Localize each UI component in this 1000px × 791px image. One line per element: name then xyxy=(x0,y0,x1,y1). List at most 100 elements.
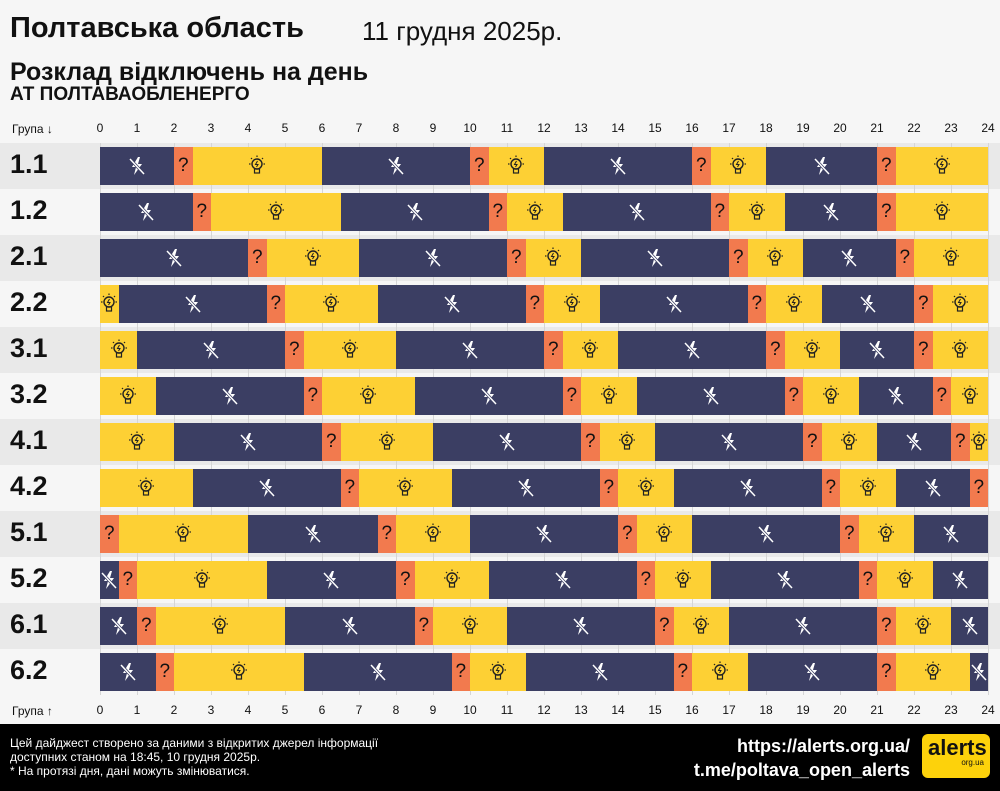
power-on-segment xyxy=(840,469,896,507)
uncertain-segment: ? xyxy=(285,331,304,369)
outage-segment xyxy=(525,653,674,691)
uncertain-segment: ? xyxy=(784,377,803,415)
uncertain-segment: ? xyxy=(507,239,526,277)
outage-segment xyxy=(488,561,637,599)
group-row: 3.2 xyxy=(0,373,1000,419)
outage-segment xyxy=(581,239,729,277)
group-name: 6.2 xyxy=(10,655,48,685)
power-on-segment xyxy=(932,331,988,369)
light-bulb-icon xyxy=(99,293,119,315)
uncertain-segment: ? xyxy=(303,377,322,415)
power-on-segment xyxy=(525,239,581,277)
power-off-icon xyxy=(794,616,812,636)
group-row: 5.2 xyxy=(0,557,1000,603)
power-off-icon xyxy=(443,294,461,314)
power-off-icon xyxy=(461,340,479,360)
outage-segment xyxy=(100,607,137,645)
hour-tick: 9 xyxy=(429,703,437,717)
hour-gridline xyxy=(988,143,989,695)
light-bulb-icon xyxy=(821,385,841,407)
group-row: 6.2 xyxy=(0,649,1000,695)
group-name: 2.1 xyxy=(10,241,48,271)
power-on-segment xyxy=(821,423,877,461)
hour-tick: 2 xyxy=(170,121,178,135)
uncertain-segment: ? xyxy=(766,331,785,369)
power-on-segment xyxy=(895,147,988,185)
power-on-segment xyxy=(729,193,785,231)
website-link[interactable]: https://alerts.org.ua/ xyxy=(736,736,910,756)
uncertain-segment: ? xyxy=(525,285,544,323)
power-off-icon xyxy=(137,202,155,222)
power-on-segment xyxy=(303,331,396,369)
power-on-segment xyxy=(211,193,341,231)
hour-axis-bottom: Група ↑ 0 1 2 3 4 5 6 7 8 9 10 11 12 13 14 15 16 17 18 19 20… xyxy=(0,700,1000,722)
hour-tick: 7 xyxy=(355,121,363,135)
light-bulb-icon xyxy=(340,339,360,361)
light-bulb-icon xyxy=(728,155,748,177)
power-on-segment xyxy=(100,331,137,369)
power-on-segment xyxy=(192,147,322,185)
light-bulb-icon xyxy=(321,293,341,315)
power-on-segment xyxy=(174,653,304,691)
power-off-icon xyxy=(683,340,701,360)
power-on-segment xyxy=(414,561,489,599)
hour-tick: 24 xyxy=(981,703,995,717)
schedule-date: 11 грудня 2025р. xyxy=(362,16,563,46)
power-off-icon xyxy=(840,248,858,268)
light-bulb-icon xyxy=(109,339,129,361)
group-sort-label-bottom[interactable]: Група ↑ xyxy=(12,704,53,718)
outage-segment xyxy=(303,653,452,691)
hour-tick: 17 xyxy=(722,121,736,135)
hour-gridline xyxy=(396,143,397,695)
hour-tick: 20 xyxy=(833,121,847,135)
hour-tick: 15 xyxy=(648,703,662,717)
light-bulb-icon xyxy=(358,385,378,407)
uncertain-segment: ? xyxy=(470,147,489,185)
hour-gridline xyxy=(803,143,804,695)
outage-segment xyxy=(766,147,877,185)
outage-segment xyxy=(747,653,877,691)
hour-gridline xyxy=(618,143,619,695)
hour-tick: 5 xyxy=(281,121,289,135)
hour-axis-top: Група ↓ 0 1 2 3 4 5 6 7 8 9 10 11 12 13 14 15 16 17 18 19 20… xyxy=(0,118,1000,140)
light-bulb-icon xyxy=(858,477,878,499)
hour-tick: 10 xyxy=(463,121,477,135)
uncertain-segment: ? xyxy=(377,515,396,553)
telegram-link[interactable]: t.me/poltava_open_alerts xyxy=(693,760,910,780)
footer: Цей дайджест створено за даними з відкри… xyxy=(0,724,1000,791)
group-name: 1.1 xyxy=(10,149,48,179)
uncertain-segment: ? xyxy=(100,515,119,553)
hour-gridline xyxy=(322,143,323,695)
hour-tick: 1 xyxy=(133,703,141,717)
group-name: 2.2 xyxy=(10,287,48,317)
hour-tick: 4 xyxy=(244,121,252,135)
uncertain-segment: ? xyxy=(914,331,933,369)
light-bulb-icon xyxy=(460,615,480,637)
power-on-segment xyxy=(803,377,859,415)
power-off-icon xyxy=(128,156,146,176)
hour-tick: 21 xyxy=(870,703,884,717)
hour-gridline xyxy=(877,143,878,695)
group-sort-label[interactable]: Група ↓ xyxy=(12,122,53,136)
outage-segment xyxy=(636,377,785,415)
light-bulb-icon xyxy=(488,661,508,683)
light-bulb-icon xyxy=(969,431,989,453)
light-bulb-icon xyxy=(395,477,415,499)
outage-segment xyxy=(100,239,248,277)
power-off-icon xyxy=(859,294,877,314)
outage-segment xyxy=(599,285,748,323)
outage-segment xyxy=(433,423,581,461)
power-on-segment xyxy=(618,469,674,507)
power-on-segment xyxy=(100,285,119,323)
outage-segment xyxy=(470,515,618,553)
hour-tick: 22 xyxy=(907,121,921,135)
uncertain-segment: ? xyxy=(581,423,600,461)
power-on-segment xyxy=(747,239,803,277)
power-off-icon xyxy=(424,248,442,268)
hour-gridline xyxy=(951,143,952,695)
hour-tick: 6 xyxy=(318,121,326,135)
power-off-icon xyxy=(341,616,359,636)
power-on-segment xyxy=(137,561,267,599)
outage-segment xyxy=(100,193,193,231)
group-name: 5.2 xyxy=(10,563,48,593)
